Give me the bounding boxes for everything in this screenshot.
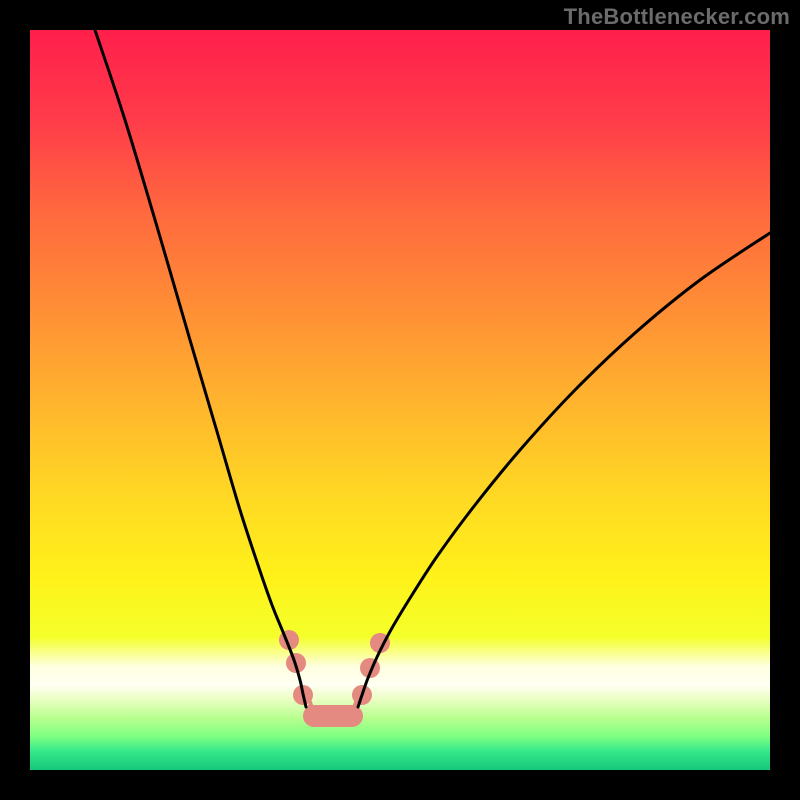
watermark-text: TheBottlenecker.com — [564, 4, 790, 30]
bottleneck-curve-plot — [0, 0, 800, 800]
plot-background — [30, 30, 770, 770]
chart-container: TheBottlenecker.com — [0, 0, 800, 800]
